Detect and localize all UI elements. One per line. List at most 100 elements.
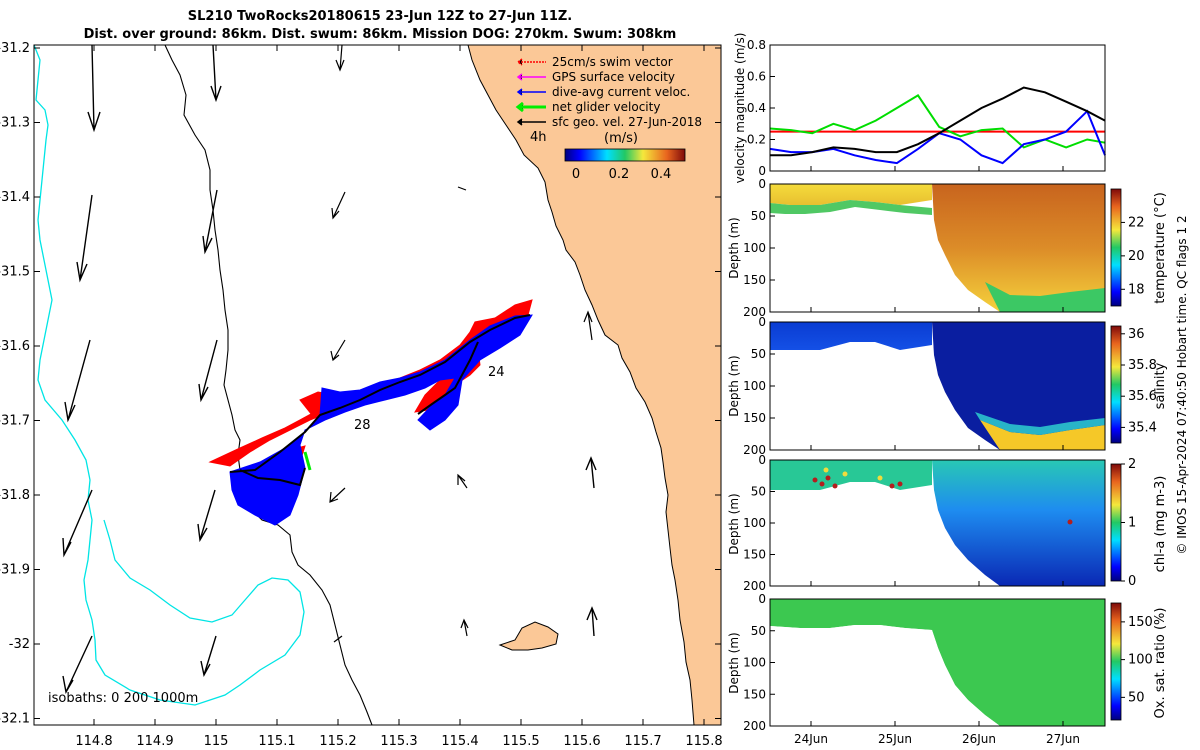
map-y-tick-label: -31.9	[0, 563, 30, 578]
time-axis-ticks: 24Jun 25Jun 26Jun 27Jun	[794, 166, 1080, 746]
depth-tick-label: 200	[743, 443, 766, 457]
chla-ylabel: Depth (m)	[727, 493, 741, 554]
colorbar-tick-label: 1	[1128, 516, 1136, 531]
isobath-1000m	[33, 44, 305, 706]
velocity-series-line	[770, 86, 1106, 157]
chla-offshore-water	[932, 460, 1105, 586]
geo-arrow	[87, 44, 101, 133]
depth-tick-label: 50	[751, 485, 766, 499]
velocity-y-tick-label: 0.8	[747, 38, 766, 52]
time-tick-label: 25Jun	[878, 732, 912, 746]
temperature-panel: Depth (m) temperature (°C)	[727, 183, 1168, 313]
map-x-tick-label: 114.9	[136, 734, 173, 749]
chla-point	[1067, 519, 1073, 525]
map-y-tick-label: -31.2	[0, 41, 30, 56]
geo-arrow	[62, 635, 93, 694]
colorbar-tick-label: 36	[1128, 327, 1145, 342]
map-y-tick-label: -31.7	[0, 414, 30, 429]
day-label-28: 28	[354, 418, 371, 433]
legend-swatch-geo	[516, 118, 546, 126]
map-y-tick-label: -31.4	[0, 190, 30, 205]
depth-tick-label: 50	[751, 347, 766, 361]
oxygen-water	[770, 599, 1105, 726]
depth-tick-label: 0	[758, 315, 766, 329]
geo-arrow	[330, 339, 346, 362]
legend-swatch-gps	[516, 73, 546, 81]
colorbar-tick-label: 35.6	[1128, 389, 1157, 404]
colorbar-tick-label: 35.8	[1128, 358, 1157, 373]
chla-panel: Depth (m) chl-a (mg m-3)	[727, 459, 1168, 587]
geo-velocity-arrows	[62, 44, 598, 694]
velocity-y-tick-label: 0	[758, 164, 766, 178]
velocity-ylabel: velocity magnitude (m/s)	[733, 33, 747, 184]
salinity-ylabel: Depth (m)	[727, 355, 741, 416]
map-x-tick-label: 115.1	[258, 734, 295, 749]
map-colorbar-tick: 0	[572, 167, 580, 182]
legend-label-geo: sfc geo. vel. 27-Jun-2018	[552, 115, 702, 129]
oxygen-panel: Depth (m) Ox. sat. ratio (%)	[727, 598, 1168, 727]
salinity-colorbar	[1110, 325, 1122, 444]
map-x-tick-label: 115	[204, 734, 229, 749]
legend-swatch-net	[515, 101, 546, 113]
map-x-tick-label: 115.3	[380, 734, 417, 749]
geo-arrow	[64, 339, 91, 423]
map-land	[467, 44, 722, 726]
colorbar-tick-label: 150	[1128, 615, 1153, 630]
chla-point	[832, 483, 838, 489]
oxygen-ylabel: Depth (m)	[727, 632, 741, 693]
geo-arrow	[331, 191, 346, 220]
chla-colorbar	[1110, 463, 1122, 582]
day-label-24: 24	[488, 365, 505, 380]
salinity-panel: Depth (m) salinity	[727, 321, 1168, 451]
temperature-colorbar	[1110, 188, 1122, 307]
map-y-tick-label: -32.1	[0, 712, 30, 727]
oxygen-colorbar	[1110, 602, 1122, 721]
chla-cblabel: chl-a (mg m-3)	[1153, 476, 1168, 573]
velocity-y-tick-label: 0.2	[747, 133, 766, 147]
colorbar-tick-label: 22	[1128, 215, 1145, 230]
velocity-panel: velocity magnitude (m/s)	[733, 33, 1106, 184]
geo-arrow	[210, 44, 222, 103]
geo-arrow	[585, 456, 597, 489]
geo-arrow	[200, 635, 217, 677]
colorbar-tick-label: 50	[1128, 690, 1145, 705]
map-island	[498, 621, 559, 651]
temperature-green-layer	[770, 200, 932, 215]
depth-tick-label: 150	[743, 548, 766, 562]
chla-point	[819, 481, 825, 487]
depth-tick-label: 100	[743, 379, 766, 393]
isobaths-label: isobaths: 0 200 1000m	[48, 691, 198, 706]
geo-arrow	[586, 606, 598, 637]
map-y-tick-label: -31.6	[0, 339, 30, 354]
track-current-vectors	[229, 314, 533, 526]
geo-arrow	[460, 618, 469, 637]
geo-arrow	[62, 489, 93, 558]
salinity-offshore-water	[932, 322, 1105, 450]
colorbar-tick-label: 18	[1128, 282, 1145, 297]
chla-shelf-water	[770, 460, 932, 490]
legend-label-gps: GPS surface velocity	[552, 70, 675, 84]
salinity-cblabel: salinity	[1153, 362, 1168, 409]
map-x-tick-label: 115.8	[685, 734, 722, 749]
geo-arrow	[197, 489, 216, 543]
salinity-shelf-water	[770, 322, 932, 350]
map-colorbar	[564, 148, 686, 162]
legend-swatch-current	[516, 88, 546, 96]
legend-swatch-swim	[516, 58, 546, 66]
map-legend: 25cm/s swim vector GPS surface velocity …	[515, 55, 702, 182]
legend-label-net: net glider velocity	[552, 100, 660, 114]
velocity-y-tick-label: 0.6	[747, 70, 766, 84]
net-glider-vector	[303, 451, 312, 471]
geo-arrow	[335, 44, 345, 72]
glider-track	[229, 314, 531, 487]
map-axis-ticks: 114.8 114.9 115 115.1 115.2 115.3 115.4 115.5 11…	[0, 41, 723, 749]
oxygen-blank	[770, 625, 1000, 726]
map-y-tick-label: -31.5	[0, 265, 30, 280]
temperature-cool-layer	[770, 184, 932, 205]
temperature-ylabel: Depth (m)	[727, 217, 741, 278]
depth-tick-label: 0	[758, 453, 766, 467]
map-y-tick-label: -32	[9, 637, 30, 652]
geo-arrow	[333, 635, 343, 643]
map-panel: 24 28 25cm/s swim vector GPS surface vel…	[0, 41, 723, 749]
depth-tick-label: 100	[743, 241, 766, 255]
